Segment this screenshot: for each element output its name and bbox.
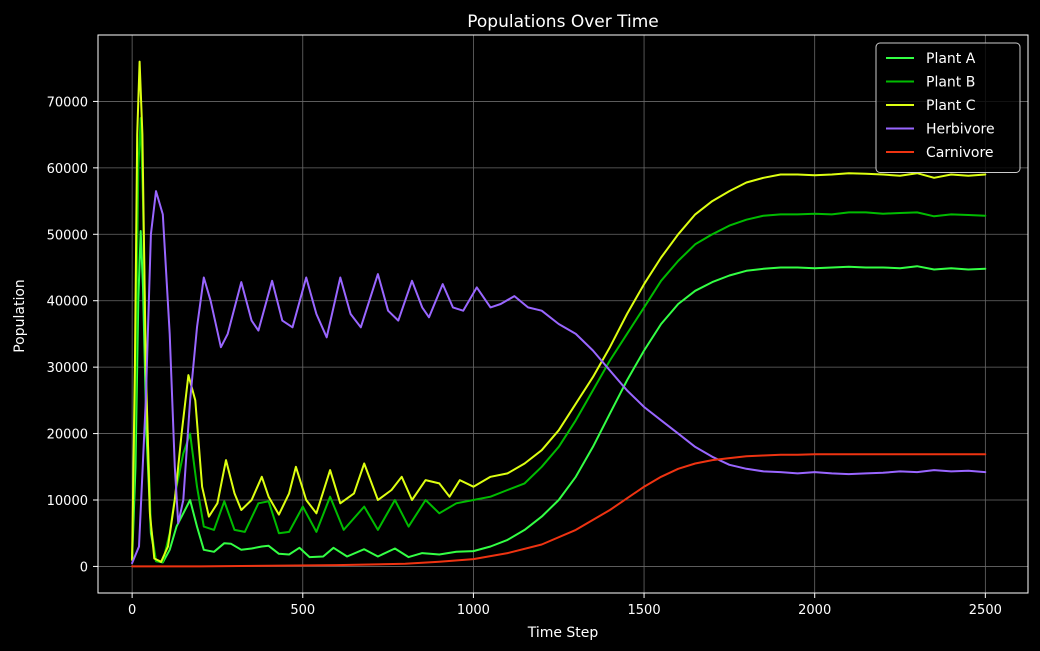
legend-item-herbivore: Herbivore: [886, 122, 995, 138]
grid-lines: [98, 35, 1028, 593]
legend-label: Carnivore: [926, 145, 994, 161]
x-axis: 0 500 1000 1500 2000 2500: [128, 593, 1002, 618]
y-axis: 0 10000 20000 30000 40000 50000 60000 70000: [47, 95, 98, 575]
chart-title: Populations Over Time: [467, 12, 658, 32]
x-tick-label: 0: [128, 603, 136, 618]
y-tick-label: 60000: [47, 162, 88, 177]
y-tick-label: 10000: [47, 494, 88, 509]
series-lines: [131, 60, 987, 568]
plot-frame: [97, 34, 1029, 594]
x-tick-label: 1000: [457, 603, 490, 618]
series-line-plant-b: [131, 117, 987, 563]
legend-label: Plant B: [926, 75, 975, 91]
x-tick-label: 2000: [798, 603, 831, 618]
legend-label: Plant C: [926, 98, 976, 114]
y-tick-label: 0: [80, 560, 88, 575]
x-axis-label: Time Step: [527, 625, 599, 641]
legend-label: Herbivore: [926, 122, 995, 138]
legend-item-plant-b: Plant B: [886, 75, 975, 91]
legend-label: Plant A: [926, 51, 976, 67]
y-tick-label: 30000: [47, 361, 88, 376]
legend: Plant A Plant B Plant C Herbivore Carnivore: [875, 42, 1021, 173]
series-line-plant-a: [131, 230, 987, 564]
legend-item-plant-a: Plant A: [886, 51, 976, 67]
x-tick-label: 1500: [628, 603, 661, 618]
series-line-herbivore: [131, 190, 987, 565]
series-line-carnivore: [131, 453, 987, 568]
legend-item-carnivore: Carnivore: [886, 145, 994, 161]
x-tick-label: 2500: [969, 603, 1002, 618]
legend-item-plant-c: Plant C: [886, 98, 976, 114]
series-line-plant-c: [131, 60, 987, 563]
y-tick-label: 20000: [47, 428, 88, 443]
y-axis-label: Population: [12, 279, 28, 353]
legend-box: [875, 42, 1021, 173]
x-tick-label: 500: [290, 603, 315, 618]
y-tick-label: 70000: [47, 95, 88, 110]
y-tick-label: 50000: [47, 228, 88, 243]
y-tick-label: 40000: [47, 295, 88, 310]
